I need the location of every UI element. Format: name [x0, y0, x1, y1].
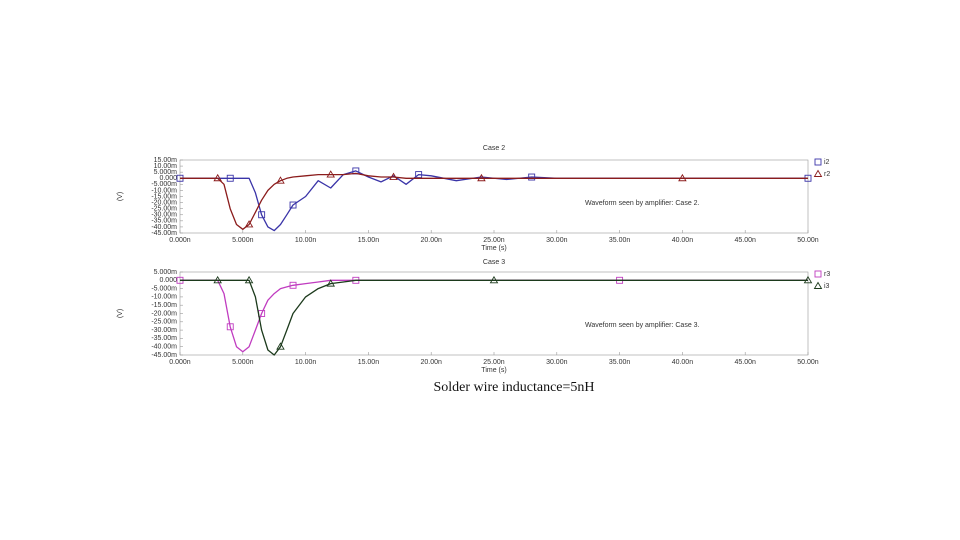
- legend-label: r2: [824, 171, 830, 178]
- data-marker: [276, 342, 285, 350]
- legend-label: i2: [824, 159, 830, 166]
- x-tick-label: 35.00n: [609, 237, 631, 244]
- legend-symbol: [814, 158, 822, 166]
- y-tick-label: -45.00m: [151, 230, 177, 237]
- y-tick-label: -40.00m: [151, 224, 177, 231]
- x-axis-label: Time (s): [481, 367, 506, 374]
- series-line: [180, 172, 808, 230]
- legend-symbol: [813, 169, 823, 177]
- caption: Solder wire inductance=5nH: [433, 380, 594, 395]
- data-marker: [244, 220, 254, 228]
- data-marker: [226, 174, 234, 182]
- data-marker: [276, 176, 285, 184]
- y-tick-label: 15.00m: [154, 157, 178, 164]
- x-tick-label: 45.00n: [734, 237, 756, 244]
- x-tick-label: 10.00n: [295, 359, 317, 366]
- chart-title: Case 3: [483, 259, 505, 266]
- data-marker: [415, 171, 423, 179]
- y-tick-label: -40.00m: [151, 344, 177, 351]
- x-axis-label: Time (s): [481, 245, 506, 252]
- y-tick-label: -5.000m: [151, 181, 177, 188]
- x-tick-label: 40.00n: [672, 359, 694, 366]
- data-marker: [389, 172, 398, 180]
- data-marker: [326, 170, 336, 178]
- y-tick-label: -20.00m: [151, 199, 177, 206]
- x-tick-label: 10.00n: [295, 237, 317, 244]
- y-axis-label: (V): [117, 309, 124, 318]
- y-tick-label: -25.00m: [151, 319, 177, 326]
- y-tick-label: 5.000m: [154, 269, 178, 276]
- y-tick-label: -45.00m: [151, 352, 177, 359]
- y-tick-label: -15.00m: [151, 302, 177, 309]
- y-tick-label: 5.000m: [154, 169, 178, 176]
- x-tick-label: 45.00n: [734, 359, 756, 366]
- x-tick-label: 15.00n: [358, 237, 380, 244]
- series-line: [180, 170, 808, 232]
- y-tick-label: -5.000m: [151, 285, 177, 292]
- y-tick-label: -30.00m: [151, 327, 177, 334]
- data-marker: [803, 275, 813, 284]
- x-tick-label: 30.00n: [546, 359, 568, 366]
- x-tick-label: 50.00n: [797, 237, 819, 244]
- y-tick-label: 0.000: [159, 277, 177, 284]
- x-tick-label: 20.00n: [420, 237, 442, 244]
- y-tick-label: -35.00m: [151, 218, 177, 225]
- legend-label: i3: [824, 283, 830, 290]
- x-tick-label: 20.00n: [420, 359, 442, 366]
- x-tick-label: 15.00n: [358, 359, 380, 366]
- x-tick-label: 5.000n: [232, 359, 254, 366]
- legend-symbol: [814, 270, 822, 278]
- x-tick-label: 25.00n: [483, 237, 505, 244]
- data-marker: [213, 173, 222, 182]
- annotation: Waveform seen by amplifier: Case 2.: [585, 200, 700, 207]
- data-marker: [678, 173, 687, 182]
- data-marker: [489, 275, 499, 284]
- y-tick-label: -15.00m: [151, 193, 177, 200]
- y-tick-label: 10.00m: [154, 163, 178, 170]
- x-tick-label: 40.00n: [672, 237, 694, 244]
- data-marker: [244, 275, 254, 284]
- data-marker: [289, 281, 297, 289]
- x-tick-label: 5.000n: [232, 237, 254, 244]
- y-tick-label: -20.00m: [151, 310, 177, 317]
- data-marker: [477, 173, 486, 182]
- y-axis-label: (V): [117, 192, 124, 201]
- x-tick-label: 0.000n: [169, 237, 191, 244]
- series-line: [180, 279, 808, 356]
- data-marker: [226, 323, 234, 331]
- y-tick-label: 0.000: [159, 175, 177, 182]
- y-tick-label: -10.00m: [151, 187, 177, 194]
- y-tick-label: -30.00m: [151, 212, 177, 219]
- y-tick-label: -10.00m: [151, 294, 177, 301]
- data-marker: [289, 201, 297, 209]
- y-tick-label: -35.00m: [151, 335, 177, 342]
- y-tick-label: -25.00m: [151, 206, 177, 213]
- data-marker: [528, 173, 536, 181]
- x-tick-label: 30.00n: [546, 237, 568, 244]
- annotation: Waveform seen by amplifier: Case 3.: [585, 322, 700, 329]
- x-tick-label: 25.00n: [483, 359, 505, 366]
- legend-label: r3: [824, 271, 830, 278]
- data-marker: [213, 275, 222, 284]
- x-tick-label: 0.000n: [169, 359, 191, 366]
- chart-title: Case 2: [483, 145, 505, 152]
- x-tick-label: 50.00n: [797, 359, 819, 366]
- data-marker: [326, 279, 336, 287]
- x-tick-label: 35.00n: [609, 359, 631, 366]
- data-marker: [258, 211, 266, 219]
- legend-symbol: [813, 281, 823, 289]
